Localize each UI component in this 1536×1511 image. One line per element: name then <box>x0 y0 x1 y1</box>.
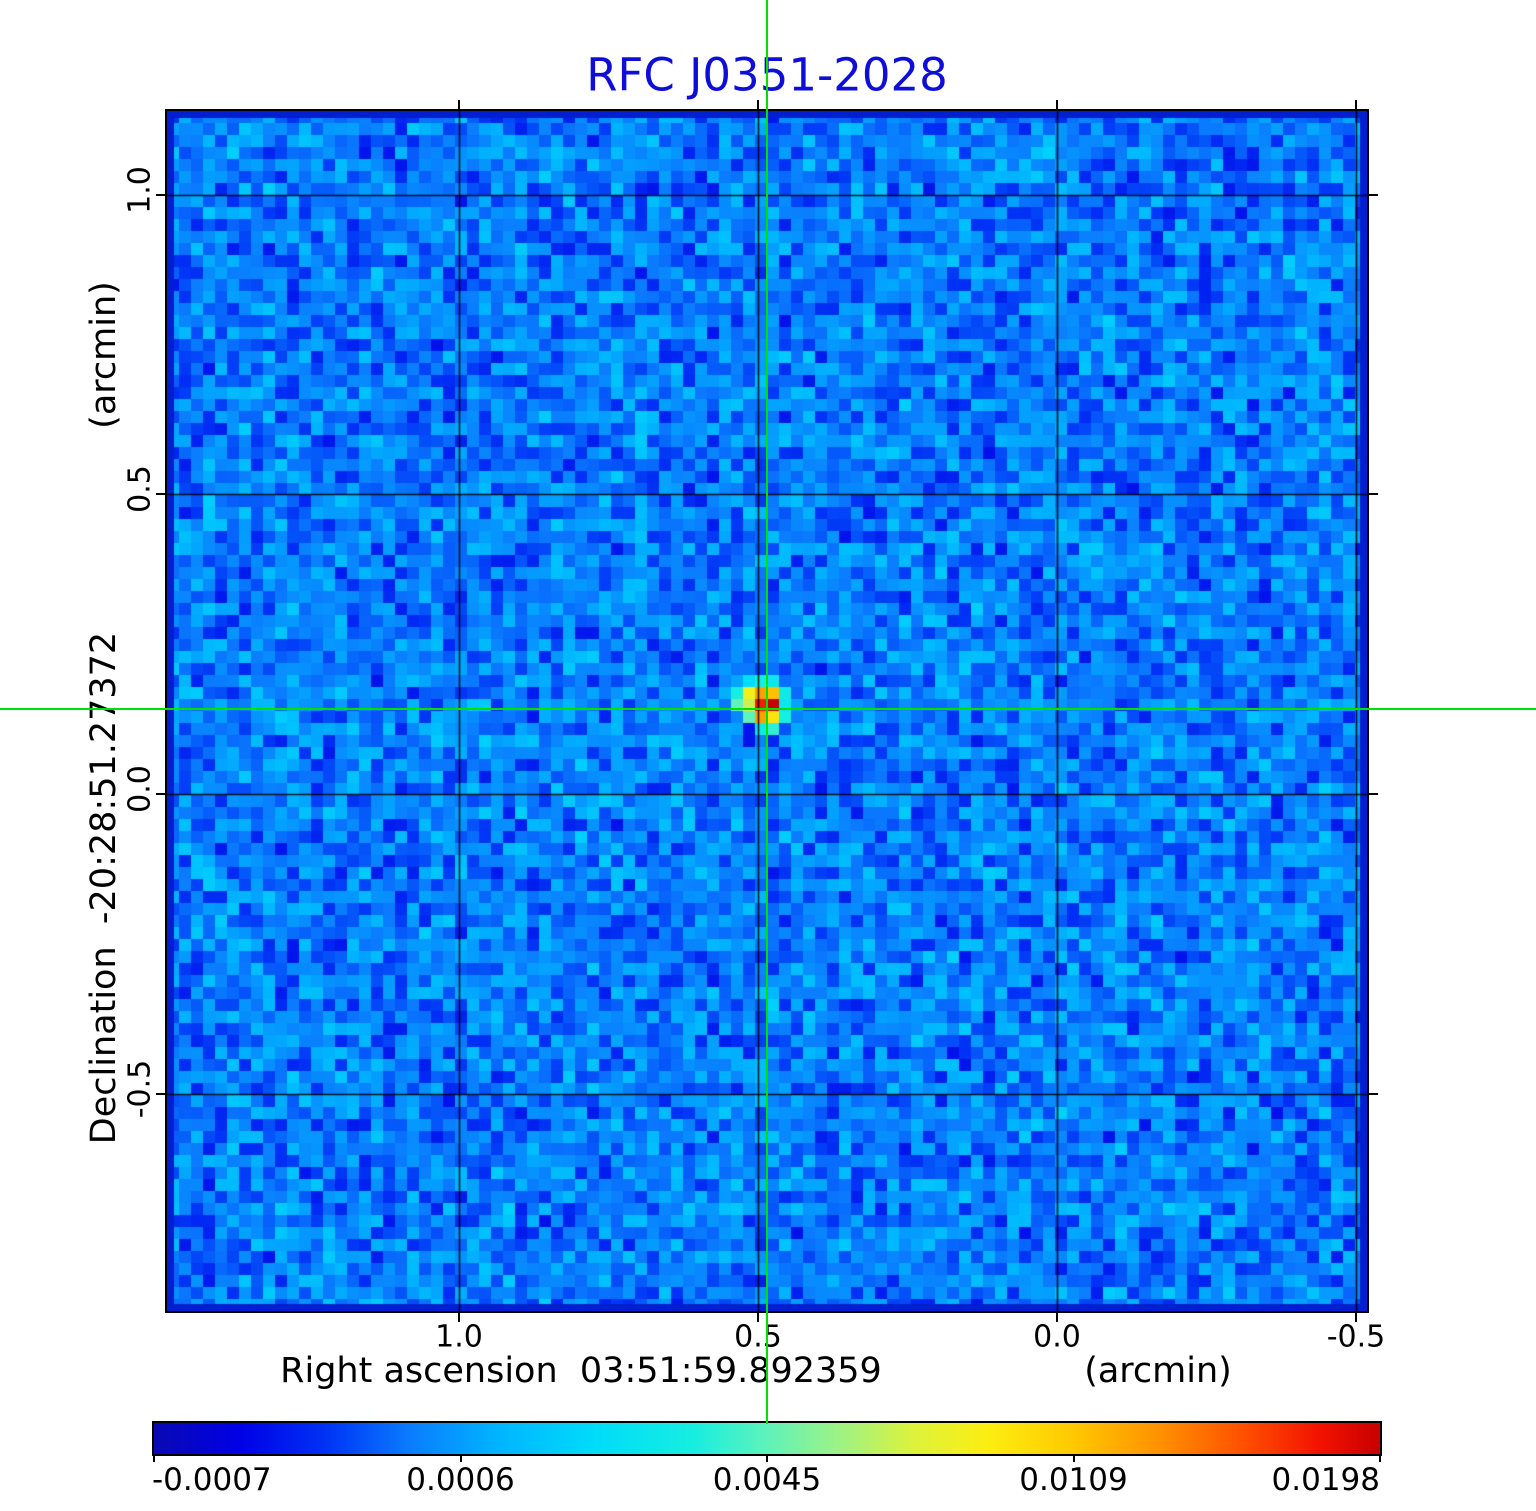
y-axis-unit-label: (arcmin) <box>84 281 124 429</box>
x-tick-label: -0.5 <box>1326 1319 1386 1355</box>
colorbar-gradient <box>152 1421 1382 1456</box>
axis-tick <box>156 493 165 495</box>
axis-tick <box>1056 1313 1058 1322</box>
colorbar-label: -0.0007 <box>152 1462 272 1498</box>
axis-tick <box>156 1093 165 1095</box>
y-tick-label: 1.0 <box>122 166 158 214</box>
crosshair-vertical-line <box>766 0 768 1424</box>
colorbar-tick <box>1379 1454 1381 1462</box>
axis-tick <box>1056 100 1058 109</box>
colorbar-tick <box>153 1454 155 1462</box>
colorbar-tick <box>459 1454 462 1462</box>
axis-tick <box>1369 1093 1378 1095</box>
axis-tick <box>757 100 759 109</box>
axis-tick <box>458 100 460 109</box>
colorbar-tick <box>766 1454 768 1462</box>
axis-tick <box>156 194 165 196</box>
y-tick-label: 0.5 <box>122 465 158 513</box>
axis-tick <box>1369 493 1378 495</box>
axis-tick <box>1369 793 1378 795</box>
axis-tick <box>1355 100 1357 109</box>
x-axis-label: Right ascension 03:51:59.892359 <box>280 1351 882 1391</box>
colorbar-label: 0.0006 <box>406 1462 515 1498</box>
colorbar-label: 0.0198 <box>1271 1462 1380 1498</box>
x-tick-label: 1.0 <box>435 1319 483 1355</box>
axis-tick <box>1369 194 1378 196</box>
crosshair-horizontal-line <box>0 708 1536 710</box>
y-tick-label: 0.0 <box>122 765 158 813</box>
x-axis-unit-label: (arcmin) <box>1084 1351 1232 1391</box>
colorbar-tick <box>1072 1454 1075 1462</box>
plot-title: RFC J0351-2028 <box>586 48 948 102</box>
axis-tick <box>1355 1313 1357 1322</box>
x-tick-label: 0.5 <box>734 1319 782 1355</box>
colorbar-label: 0.0109 <box>1019 1462 1128 1498</box>
axis-tick <box>458 1313 460 1322</box>
y-tick-label: -0.5 <box>122 1059 158 1119</box>
axis-tick <box>757 1313 759 1322</box>
axis-tick <box>156 793 165 795</box>
colorbar-label: 0.0045 <box>712 1462 822 1498</box>
x-tick-label: 0.0 <box>1033 1319 1081 1355</box>
